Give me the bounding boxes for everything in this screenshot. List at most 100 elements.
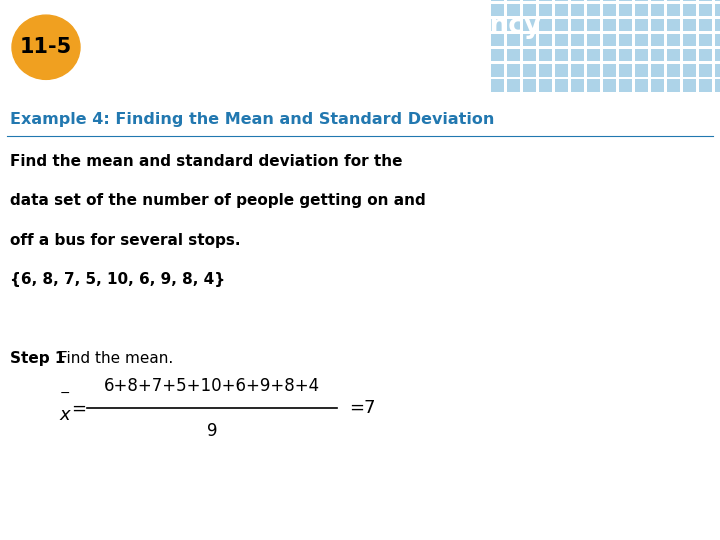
FancyBboxPatch shape bbox=[587, 19, 600, 31]
FancyBboxPatch shape bbox=[699, 64, 712, 77]
FancyBboxPatch shape bbox=[555, 19, 568, 31]
FancyBboxPatch shape bbox=[699, 49, 712, 62]
FancyBboxPatch shape bbox=[635, 49, 648, 62]
FancyBboxPatch shape bbox=[603, 64, 616, 77]
FancyBboxPatch shape bbox=[587, 79, 600, 92]
FancyBboxPatch shape bbox=[491, 49, 504, 62]
FancyBboxPatch shape bbox=[651, 49, 664, 62]
FancyBboxPatch shape bbox=[539, 34, 552, 46]
FancyBboxPatch shape bbox=[507, 0, 520, 1]
FancyBboxPatch shape bbox=[635, 64, 648, 77]
FancyBboxPatch shape bbox=[571, 49, 584, 62]
FancyBboxPatch shape bbox=[667, 4, 680, 16]
FancyBboxPatch shape bbox=[651, 19, 664, 31]
FancyBboxPatch shape bbox=[491, 4, 504, 16]
FancyBboxPatch shape bbox=[587, 64, 600, 77]
FancyBboxPatch shape bbox=[539, 64, 552, 77]
FancyBboxPatch shape bbox=[571, 4, 584, 16]
FancyBboxPatch shape bbox=[619, 4, 632, 16]
FancyBboxPatch shape bbox=[619, 64, 632, 77]
FancyBboxPatch shape bbox=[683, 0, 696, 1]
FancyBboxPatch shape bbox=[571, 34, 584, 46]
FancyBboxPatch shape bbox=[667, 34, 680, 46]
FancyBboxPatch shape bbox=[651, 64, 664, 77]
FancyBboxPatch shape bbox=[683, 79, 696, 92]
FancyBboxPatch shape bbox=[715, 34, 720, 46]
Circle shape bbox=[12, 15, 80, 79]
FancyBboxPatch shape bbox=[651, 4, 664, 16]
Text: off a bus for several stops.: off a bus for several stops. bbox=[10, 233, 240, 247]
FancyBboxPatch shape bbox=[603, 79, 616, 92]
FancyBboxPatch shape bbox=[491, 19, 504, 31]
FancyBboxPatch shape bbox=[539, 0, 552, 1]
FancyBboxPatch shape bbox=[507, 19, 520, 31]
FancyBboxPatch shape bbox=[667, 79, 680, 92]
FancyBboxPatch shape bbox=[667, 19, 680, 31]
FancyBboxPatch shape bbox=[507, 79, 520, 92]
FancyBboxPatch shape bbox=[603, 4, 616, 16]
FancyBboxPatch shape bbox=[651, 0, 664, 1]
FancyBboxPatch shape bbox=[651, 79, 664, 92]
FancyBboxPatch shape bbox=[603, 49, 616, 62]
Text: Step 1: Step 1 bbox=[10, 351, 66, 366]
FancyBboxPatch shape bbox=[651, 34, 664, 46]
Text: data set of the number of people getting on and: data set of the number of people getting… bbox=[10, 193, 426, 208]
FancyBboxPatch shape bbox=[635, 0, 648, 1]
FancyBboxPatch shape bbox=[539, 19, 552, 31]
FancyBboxPatch shape bbox=[715, 64, 720, 77]
FancyBboxPatch shape bbox=[539, 4, 552, 16]
Text: Measures of Central Tendency: Measures of Central Tendency bbox=[93, 14, 541, 39]
FancyBboxPatch shape bbox=[555, 64, 568, 77]
FancyBboxPatch shape bbox=[683, 4, 696, 16]
FancyBboxPatch shape bbox=[619, 19, 632, 31]
FancyBboxPatch shape bbox=[571, 79, 584, 92]
FancyBboxPatch shape bbox=[619, 34, 632, 46]
FancyBboxPatch shape bbox=[699, 0, 712, 1]
FancyBboxPatch shape bbox=[683, 49, 696, 62]
Text: 9: 9 bbox=[207, 422, 217, 440]
Text: =: = bbox=[71, 400, 86, 417]
FancyBboxPatch shape bbox=[507, 49, 520, 62]
FancyBboxPatch shape bbox=[507, 64, 520, 77]
FancyBboxPatch shape bbox=[571, 0, 584, 1]
FancyBboxPatch shape bbox=[587, 0, 600, 1]
FancyBboxPatch shape bbox=[635, 34, 648, 46]
FancyBboxPatch shape bbox=[699, 34, 712, 46]
FancyBboxPatch shape bbox=[667, 64, 680, 77]
FancyBboxPatch shape bbox=[523, 19, 536, 31]
FancyBboxPatch shape bbox=[715, 19, 720, 31]
Text: Example 4: Finding the Mean and Standard Deviation: Example 4: Finding the Mean and Standard… bbox=[10, 112, 495, 127]
FancyBboxPatch shape bbox=[619, 0, 632, 1]
FancyBboxPatch shape bbox=[635, 4, 648, 16]
FancyBboxPatch shape bbox=[667, 49, 680, 62]
FancyBboxPatch shape bbox=[491, 0, 504, 1]
Text: and Variation: and Variation bbox=[93, 53, 293, 79]
FancyBboxPatch shape bbox=[539, 79, 552, 92]
FancyBboxPatch shape bbox=[539, 49, 552, 62]
Text: Holt Algebra 2: Holt Algebra 2 bbox=[10, 518, 100, 532]
Text: x: x bbox=[60, 406, 71, 424]
FancyBboxPatch shape bbox=[491, 79, 504, 92]
FancyBboxPatch shape bbox=[715, 79, 720, 92]
FancyBboxPatch shape bbox=[507, 34, 520, 46]
FancyBboxPatch shape bbox=[667, 0, 680, 1]
FancyBboxPatch shape bbox=[523, 79, 536, 92]
FancyBboxPatch shape bbox=[555, 0, 568, 1]
Text: −: − bbox=[60, 387, 71, 400]
FancyBboxPatch shape bbox=[715, 49, 720, 62]
FancyBboxPatch shape bbox=[715, 0, 720, 1]
FancyBboxPatch shape bbox=[715, 4, 720, 16]
Text: Find the mean and standard deviation for the: Find the mean and standard deviation for… bbox=[10, 153, 402, 168]
FancyBboxPatch shape bbox=[699, 79, 712, 92]
Text: Find the mean.: Find the mean. bbox=[54, 351, 174, 366]
FancyBboxPatch shape bbox=[635, 79, 648, 92]
FancyBboxPatch shape bbox=[523, 0, 536, 1]
FancyBboxPatch shape bbox=[555, 34, 568, 46]
FancyBboxPatch shape bbox=[491, 64, 504, 77]
FancyBboxPatch shape bbox=[587, 49, 600, 62]
Text: {6, 8, 7, 5, 10, 6, 9, 8, 4}: {6, 8, 7, 5, 10, 6, 9, 8, 4} bbox=[10, 272, 225, 287]
FancyBboxPatch shape bbox=[523, 49, 536, 62]
FancyBboxPatch shape bbox=[619, 49, 632, 62]
Text: =7: =7 bbox=[349, 400, 376, 417]
FancyBboxPatch shape bbox=[571, 64, 584, 77]
